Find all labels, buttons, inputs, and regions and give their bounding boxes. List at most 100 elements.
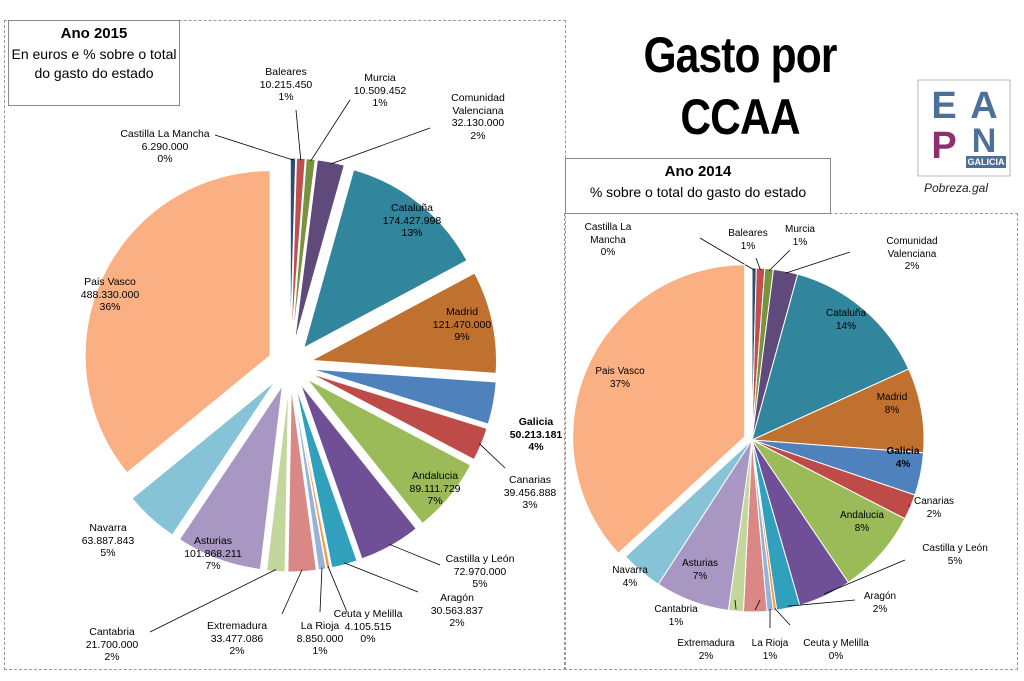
slice-percent: 5%	[472, 578, 488, 590]
pie-slice	[295, 386, 358, 569]
data-label: Pais Vasco 488.330.000 36%	[60, 276, 160, 314]
pie-slice	[572, 264, 746, 555]
data-label: Asturias 101.868.211 7%	[163, 535, 263, 573]
slice-value: 50.213.181	[509, 428, 563, 441]
pie-slice	[306, 378, 472, 525]
data-label: Cataluña 14%	[801, 308, 891, 333]
slice-value: 21.700.000	[85, 638, 139, 651]
pie-slice	[309, 272, 497, 374]
slice-percent: 9%	[454, 331, 470, 343]
frame-2015	[4, 20, 566, 670]
data-label: Murcia 1%	[775, 224, 825, 249]
slice-value: 0%	[600, 247, 616, 258]
slice-value: 121.470.000	[432, 318, 492, 331]
data-label: Aragón 2%	[850, 591, 910, 616]
data-label: Extremadura 2%	[666, 638, 746, 663]
slice-percent: 1%	[372, 97, 388, 109]
data-label: La Rioja 8.850.000 1%	[285, 620, 355, 658]
chart-subtitle: En euros e % sobre o total do gasto do e…	[11, 46, 177, 81]
slice-percent: 2%	[229, 645, 245, 657]
slice-value: 10.509.452	[353, 84, 407, 97]
logo-region: GALICIA	[968, 157, 1005, 167]
data-label: Comunidad Valenciana 2%	[867, 236, 957, 274]
slice-value: 89.111.729	[409, 482, 461, 495]
logo-letter: A	[970, 85, 997, 127]
data-label: Galicia 50.213.181 4%	[491, 416, 581, 454]
data-label: Asturias 7%	[660, 558, 740, 583]
slice-value: 174.427.998	[382, 214, 442, 227]
slice-value: 101.868.211	[184, 547, 242, 560]
slice-value: 2%	[926, 508, 942, 520]
data-label: Extremadura 33.477.086 2%	[182, 620, 292, 658]
slice-percent: 2%	[449, 617, 465, 629]
pie-slice	[300, 383, 417, 560]
slice-value: 14%	[835, 320, 856, 332]
slice-value: 37%	[609, 378, 630, 390]
leader-line	[214, 134, 294, 161]
slice-percent: 5%	[100, 547, 116, 559]
pie-slice	[293, 386, 331, 570]
slice-value: 1%	[668, 616, 684, 628]
logo-letter: N	[972, 122, 997, 160]
slice-name: Aragón	[440, 592, 474, 604]
slice-value: 7%	[692, 570, 708, 582]
slice-percent: 1%	[312, 645, 328, 657]
slice-name: Cataluña	[825, 308, 867, 319]
leader-line	[754, 599, 761, 611]
data-label: Cantabria 21.700.000 2%	[62, 626, 162, 664]
data-label: Madrid 8%	[852, 392, 932, 417]
slice-value: 1%	[740, 240, 756, 252]
slice-name: Navarra	[89, 522, 127, 534]
slice-value: 4%	[895, 458, 911, 470]
chart-title: Ano 2015	[60, 25, 128, 42]
data-label: Murcia 10.509.452 1%	[335, 72, 425, 110]
logo-letter: P	[931, 125, 956, 167]
data-label: Madrid 121.470.000 9%	[412, 306, 512, 344]
title-box: Ano 2015 En euros e % sobre o total do g…	[8, 20, 180, 106]
pie-slice	[624, 439, 753, 585]
slice-value: 39.456.888	[503, 486, 557, 499]
pie-slice	[289, 157, 297, 344]
slice-name: Baleares	[265, 66, 307, 78]
data-label: Castilla La Mancha 0%	[571, 222, 646, 260]
slice-name: Castilla y León	[922, 543, 988, 554]
slice-name: Madrid	[876, 392, 908, 403]
data-label: Castilla y León 72.970.000 5%	[430, 553, 530, 591]
data-label: Castilla y León 5%	[910, 543, 1000, 568]
leader-line	[389, 543, 441, 566]
leader-line	[149, 569, 277, 633]
pie-slice	[751, 273, 910, 441]
data-label: Ceuta y Melilla 0%	[781, 638, 891, 663]
slice-name: Andalucia	[840, 510, 884, 521]
slice-name: Ceuta y Melilla	[803, 638, 869, 649]
slice-name: Extremadura	[677, 638, 735, 649]
chart-subtitle: % sobre o total do gasto do estado	[589, 184, 807, 200]
logo-band	[966, 156, 1006, 168]
main-title: Gasto por	[643, 27, 837, 83]
data-label: Galicia 4%	[868, 446, 938, 471]
data-label: La Rioja 1%	[745, 638, 795, 663]
slice-value: 2%	[904, 261, 920, 272]
slice-value: 30.563.837	[430, 604, 484, 617]
leader-line	[823, 559, 906, 595]
slice-value: 72.970.000	[453, 565, 507, 578]
pie-slice	[178, 385, 283, 570]
slice-percent: 7%	[427, 495, 443, 507]
data-label: Andalucia 89.111.729 7%	[385, 470, 485, 508]
data-label: Baleares 10.215.450 1%	[241, 66, 331, 104]
slice-name: Extremadura	[206, 620, 268, 632]
data-label: Cataluña 174.427.998 13%	[362, 202, 462, 240]
data-label: Aragón 30.563.837 2%	[407, 592, 507, 630]
slice-name: Pais Vasco	[595, 366, 645, 377]
title-box: Ano 2014 % sobre o total do gasto do est…	[565, 158, 831, 214]
slice-value: 1%	[792, 236, 808, 248]
slice-name: Aragón	[863, 591, 897, 602]
slice-name: Ceuta y Melilla	[333, 608, 403, 620]
slice-name: Cantabria	[654, 604, 698, 615]
pie-slice	[266, 386, 289, 573]
chart-title: Ano 2014	[664, 163, 732, 180]
slice-value: 8%	[854, 522, 870, 534]
slice-value: 32.130.000	[451, 117, 505, 129]
leader-line	[734, 599, 737, 610]
